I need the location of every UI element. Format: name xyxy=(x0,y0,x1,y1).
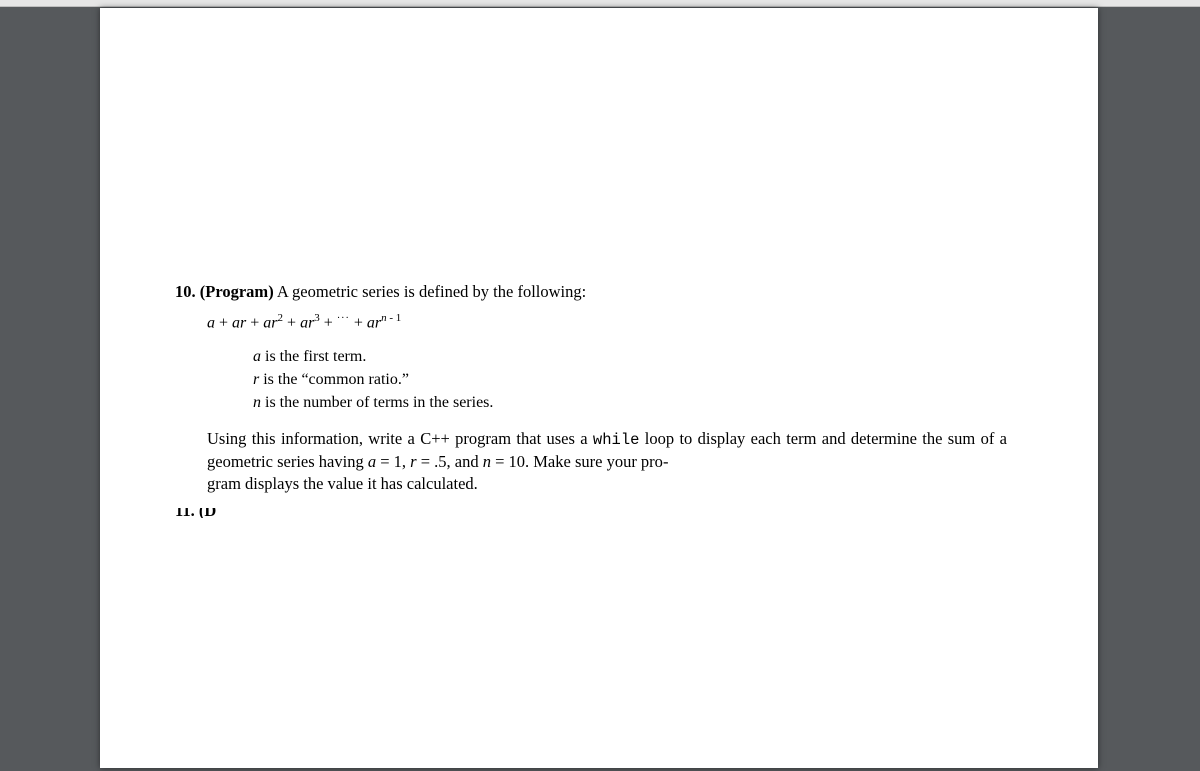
geometric-series-formula: a + ar + ar2 + ar3 + ··· + arn - 1 xyxy=(207,313,1025,332)
var-a: a xyxy=(253,348,261,365)
code-while: while xyxy=(593,431,640,449)
variable-definitions: a is the first term. r is the “common ra… xyxy=(253,345,1025,415)
plus-5: + xyxy=(350,315,367,332)
question-10-heading: 10. (Program) A geometric series is defi… xyxy=(175,281,1025,303)
browser-tab-strip xyxy=(0,0,1200,7)
term-ar: ar xyxy=(232,315,246,332)
page-content: 10. (Program) A geometric series is defi… xyxy=(175,281,1025,518)
body-eq-3: = 10. Make sure your pro xyxy=(491,452,663,471)
plus-1: + xyxy=(215,315,232,332)
body-var-n: n xyxy=(483,452,491,471)
term-a: a xyxy=(207,315,215,332)
question-11-heading-cut: 11. (Data entry) The data in the followi… xyxy=(175,508,1025,518)
def-r-text: is the “common ratio.” xyxy=(259,371,409,388)
document-page[interactable]: 10. (Program) A geometric series is defi… xyxy=(100,8,1098,768)
plus-3: + xyxy=(283,315,300,332)
term-arn-base: ar xyxy=(367,315,381,332)
body-eq-1: = 1, xyxy=(376,452,410,471)
question-number: 10. xyxy=(175,282,196,301)
question-tag: Program xyxy=(205,282,268,301)
plus-2: + xyxy=(246,315,263,332)
question-intro: A geometric series is defined by the fol… xyxy=(274,282,587,301)
body-var-a: a xyxy=(368,452,376,471)
def-n-text: is the number of terms in the series. xyxy=(261,394,493,411)
plus-4: + xyxy=(320,315,337,332)
exp-minus-1: - 1 xyxy=(387,312,402,324)
term-ar3-base: ar xyxy=(300,315,314,332)
var-n: n xyxy=(253,394,261,411)
def-a: a is the first term. xyxy=(253,345,1025,368)
body-eq-2: = .5, and xyxy=(417,452,483,471)
body-text-3: gram displays the value it has calculate… xyxy=(207,474,478,493)
viewer-background: 10. (Program) A geometric series is defi… xyxy=(0,0,1200,771)
body-text-1: Using this information, write a C++ prog… xyxy=(207,429,593,448)
def-a-text: is the first term. xyxy=(261,348,366,365)
q11-tag: D xyxy=(204,508,216,518)
def-n: n is the number of terms in the series. xyxy=(253,391,1025,414)
def-r: r is the “common ratio.” xyxy=(253,368,1025,391)
question-body: Using this information, write a C++ prog… xyxy=(207,428,1007,495)
term-ar2-base: ar xyxy=(263,315,277,332)
ellipsis: ··· xyxy=(337,313,350,324)
q11-number: 11. xyxy=(175,508,195,518)
hyphen: - xyxy=(663,452,669,471)
